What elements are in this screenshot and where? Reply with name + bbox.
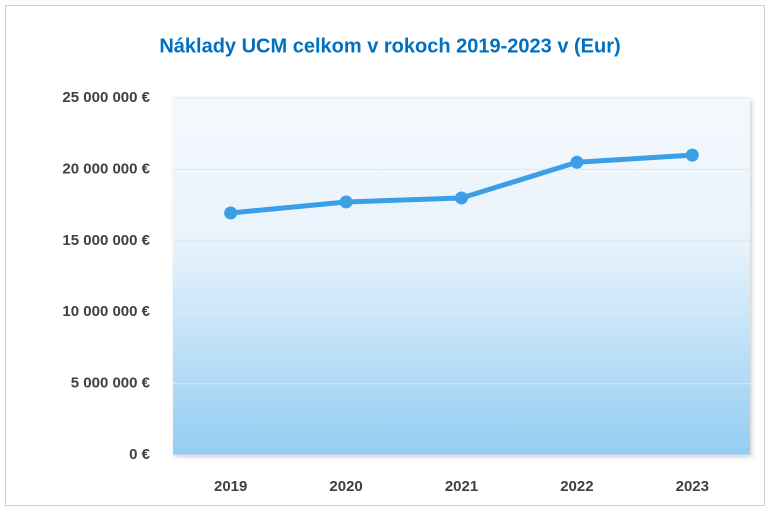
x-tick-label: 2020 (329, 478, 362, 495)
x-tick-label: 2023 (676, 478, 709, 495)
x-tick-label: 2022 (560, 478, 593, 495)
chart-title: Náklady UCM celkom v rokoch 2019-2023 v … (159, 35, 620, 57)
y-tick-label: 5 000 000 € (71, 375, 151, 392)
marker (455, 191, 468, 205)
marker (570, 155, 584, 169)
x-tick-label: 2021 (445, 478, 478, 495)
marker (224, 206, 238, 220)
x-tick-label: 2019 (214, 478, 247, 495)
marker (685, 148, 699, 162)
y-tick-label: 15 000 000 € (62, 232, 150, 249)
y-tick-label: 10 000 000 € (62, 303, 150, 320)
y-tick-label: 20 000 000 € (62, 160, 150, 177)
y-tick-label: 25 000 000 € (62, 89, 150, 106)
plot-area (173, 98, 750, 455)
y-tick-label: 0 € (129, 446, 151, 463)
marker (339, 195, 353, 209)
